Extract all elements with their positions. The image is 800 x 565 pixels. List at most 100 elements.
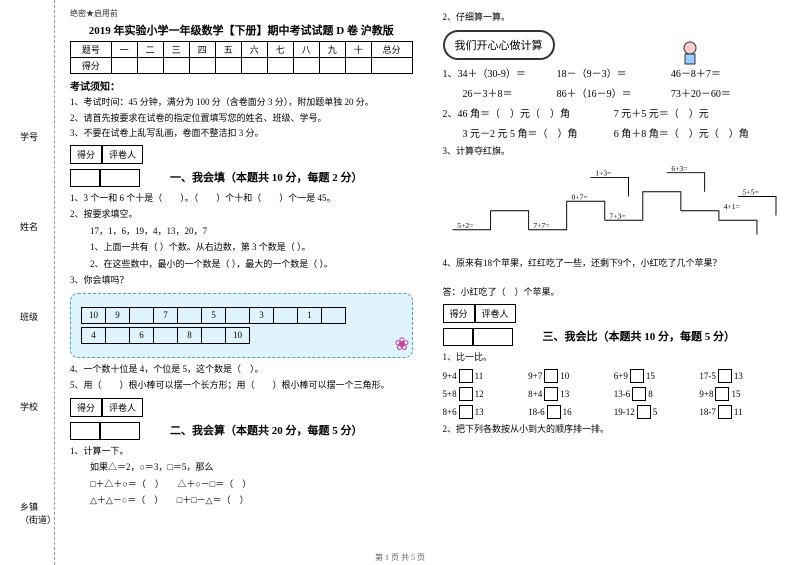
th: 六 <box>241 42 267 58</box>
notice-item: 3、不要在试卷上乱写乱画，卷面不整洁扣 3 分。 <box>70 127 413 140</box>
th: 题号 <box>71 42 112 58</box>
td <box>154 327 178 343</box>
svg-text:0+7=: 0+7= <box>571 192 587 201</box>
question-1-3: 3、你会填吗？ <box>70 274 413 288</box>
grader-cell: 评卷人 <box>102 145 143 164</box>
compare-item: 18-616 <box>528 405 614 419</box>
binding-label-5: 学号 <box>20 130 38 143</box>
td <box>106 327 130 343</box>
score-blank <box>443 328 473 346</box>
calc-row: 26－3＋8＝ 86＋（16－9）＝ 73＋20－60＝ <box>443 85 786 100</box>
notice-item: 1、考试时间：45 分钟，满分为 100 分（含卷面分 3 分），附加题单独 2… <box>70 96 413 109</box>
binding-margin: 乡镇（街道） 学校 班级 姓名 学号 <box>0 0 55 565</box>
td <box>226 307 250 323</box>
td: 8 <box>178 327 202 343</box>
page-footer: 第 1 页 共 5 页 <box>0 552 800 563</box>
calc: 73＋20－60＝ <box>671 85 785 100</box>
td <box>178 307 202 323</box>
question-2-1a: 如果△＝2，○＝3，□＝5，那么 <box>90 461 413 475</box>
svg-text:7+3=: 7+3= <box>609 211 625 220</box>
td <box>130 307 154 323</box>
score-blank <box>70 169 100 187</box>
compare-item: 17-513 <box>699 369 785 383</box>
th: 九 <box>319 42 345 58</box>
grader-blank <box>473 328 513 346</box>
section-header-3: 得分 评卷人 <box>443 304 786 323</box>
question-2-2: 2、仔细算一算。 <box>443 11 786 25</box>
td <box>322 307 346 323</box>
td: 10 <box>82 307 106 323</box>
th: 十 <box>345 42 371 58</box>
section-header: 得分 评卷人 <box>70 145 413 164</box>
grader-cell: 评卷人 <box>102 398 143 417</box>
question-1-4: 4、一个数十位是 4，个位是 5，这个数是（ ）。 <box>70 363 413 377</box>
flower-icon: ❀ <box>394 334 409 355</box>
svg-text:6+3=: 6+3= <box>671 164 687 173</box>
binding-label-4: 姓名 <box>20 220 38 233</box>
score-cell: 得分 <box>70 145 102 164</box>
calc-row: 1、34＋（30-9）＝ 18－（9－3）＝ 46－8＋7＝ <box>443 65 786 80</box>
compare-item: 8+613 <box>443 405 529 419</box>
section-header-2: 得分 评卷人 <box>70 398 413 417</box>
num-table-1: 10 9 7 5 3 1 <box>81 307 346 324</box>
question-1-2a: 1、上面一共有（ ）个数。从右边数，第 3 个数是（ ）。 <box>90 241 413 255</box>
notice-item: 2、请首先按要求在试卷的指定位置填写您的姓名、班级、学号。 <box>70 112 413 125</box>
compare-item: 9+815 <box>699 387 785 401</box>
td <box>202 327 226 343</box>
td: 6 <box>130 327 154 343</box>
svg-text:7+7=: 7+7= <box>533 221 549 230</box>
question-2-3: 3、计算夺红旗。 <box>443 145 786 159</box>
calc: 26－3＋8＝ <box>443 85 557 100</box>
svg-text:5+2=: 5+2= <box>457 221 473 230</box>
question-3-2: 2、把下列各数按从小到大的顺序排一排。 <box>443 423 786 437</box>
question-1-5: 5、用（ ）根小棒可以摆一个长方形；用（ ）根小棒可以摆一个三角形。 <box>70 379 413 393</box>
question-1-1: 1、3 个一和 6 个十是（ ）。（ ）个十和（ ）个一是 45。 <box>70 192 413 206</box>
question-2-4: 4、原来有18个苹果，红红吃了一些，还剩下9个，小红吃了几个苹果？ <box>443 257 786 271</box>
grader-blank <box>100 422 140 440</box>
th: 总分 <box>371 42 412 58</box>
td: 5 <box>202 307 226 323</box>
right-column: 2、仔细算一算。 我们开心心做计算 1、34＋（30-9）＝ 18－（9－3）＝… <box>428 0 800 565</box>
svg-text:4+1=: 4+1= <box>723 202 739 211</box>
th: 二 <box>137 42 163 58</box>
section-2-title: 二、我会算（本题共 20 分，每题 5 分） <box>170 422 363 440</box>
cartoon-icon <box>675 38 705 68</box>
score-cell: 得分 <box>70 398 102 417</box>
score-blank <box>70 422 100 440</box>
section-1-title: 一、我会填（本题共 10 分，每题 2 分） <box>170 169 363 187</box>
num-table-2: 4 6 8 10 <box>81 327 250 344</box>
score-cell: 得分 <box>443 304 475 323</box>
speech-bubble: 我们开心心做计算 <box>443 30 555 60</box>
svg-text:1+3=: 1+3= <box>595 169 611 178</box>
question-1-2-nums: 17，1，6，19，4，13，20，7 <box>90 225 413 239</box>
calc: 86＋（16－9）＝ <box>557 85 671 100</box>
compare-item: 6+915 <box>614 369 700 383</box>
score-table: 题号 一 二 三 四 五 六 七 八 九 十 总分 得分 <box>70 41 413 74</box>
compare-item: 18-711 <box>699 405 785 419</box>
th: 三 <box>163 42 189 58</box>
compare-item: 9+710 <box>528 369 614 383</box>
calc: 3 元－2 元 5 角＝（ ）角 <box>443 125 614 140</box>
th: 五 <box>215 42 241 58</box>
td: 10 <box>226 327 250 343</box>
calc: 1、34＋（30-9）＝ <box>443 65 557 80</box>
number-sequence-box: 10 9 7 5 3 1 4 6 8 10 ❀ <box>70 293 413 358</box>
binding-label-1: 乡镇（街道） <box>20 500 54 526</box>
question-2-1: 1、计算一下。 <box>70 445 413 459</box>
question-3-1: 1、比一比。 <box>443 351 786 365</box>
question-2-4-ans: 答：小红吃了（ ）个苹果。 <box>443 286 786 300</box>
binding-label-2: 学校 <box>20 400 38 413</box>
question-1-2: 2、按要求填空。 <box>70 208 413 222</box>
td: 1 <box>298 307 322 323</box>
td: 得分 <box>71 58 112 74</box>
calc-row: 2、46 角＝（ ）元（ ）角 7 元＋5 元＝（ ）元 <box>443 105 786 120</box>
td <box>274 307 298 323</box>
left-column: 绝密★启用前 2019 年实验小学一年级数学【下册】期中考试试题 D 卷 沪教版… <box>55 0 428 565</box>
compare-item: 9+411 <box>443 369 529 383</box>
question-2-1b: □＋△＋○＝（ ） △＋○－□＝（ ） <box>90 478 413 492</box>
table-row: 得分 <box>71 58 413 74</box>
td: 7 <box>154 307 178 323</box>
question-2-1c: △＋△－○＝（ ） □＋□－△＝（ ） <box>90 494 413 508</box>
th: 一 <box>111 42 137 58</box>
td: 3 <box>250 307 274 323</box>
